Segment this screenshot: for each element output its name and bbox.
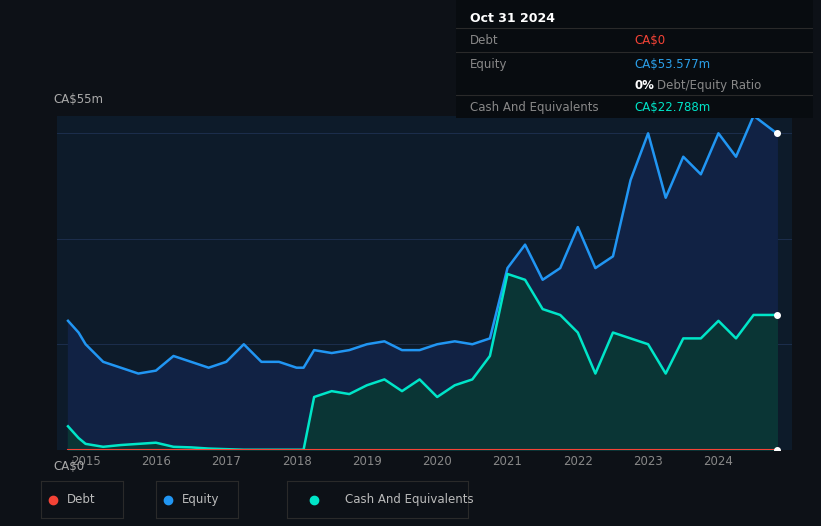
Text: Debt/Equity Ratio: Debt/Equity Ratio xyxy=(658,79,762,92)
Text: CA$22.788m: CA$22.788m xyxy=(635,100,710,114)
Text: CA$55m: CA$55m xyxy=(54,93,103,106)
Text: CA$0: CA$0 xyxy=(635,34,665,47)
Text: Oct 31 2024: Oct 31 2024 xyxy=(470,12,555,25)
Text: 0%: 0% xyxy=(635,79,654,92)
Text: Cash And Equivalents: Cash And Equivalents xyxy=(345,493,474,506)
Text: Debt: Debt xyxy=(67,493,96,506)
Text: Cash And Equivalents: Cash And Equivalents xyxy=(470,100,599,114)
Text: CA$53.577m: CA$53.577m xyxy=(635,58,710,71)
Text: Equity: Equity xyxy=(470,58,507,71)
Text: Equity: Equity xyxy=(182,493,220,506)
Text: CA$0: CA$0 xyxy=(54,460,85,473)
Text: Debt: Debt xyxy=(470,34,498,47)
